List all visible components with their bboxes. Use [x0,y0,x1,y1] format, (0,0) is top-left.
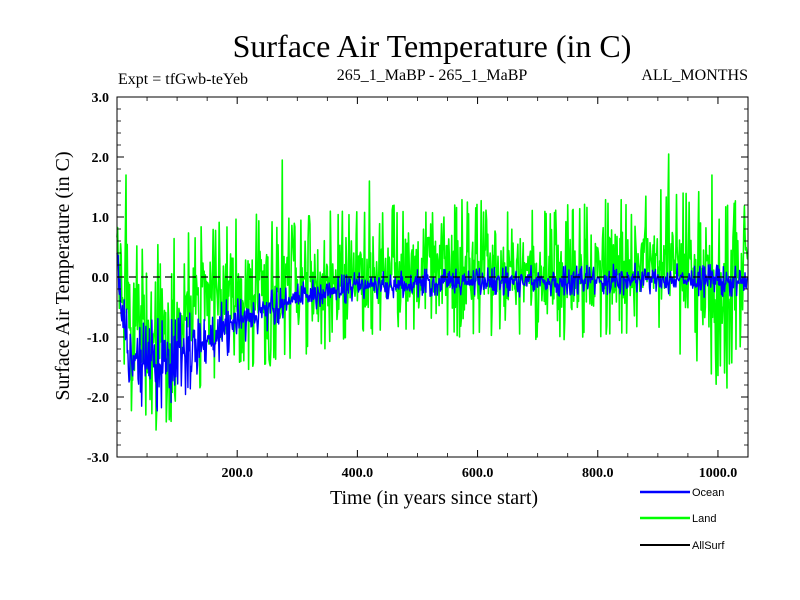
y-tick-label: 2.0 [92,151,110,166]
y-tick-label: -2.0 [87,391,109,406]
legend-label-land: Land [692,513,716,525]
x-tick-label: 1000.0 [699,466,738,481]
x-tick-label: 200.0 [221,466,253,481]
x-tick-label: 800.0 [582,466,614,481]
y-tick-label: -1.0 [87,331,109,346]
x-tick-label: 400.0 [342,466,374,481]
legend-label-allsurf: AllSurf [692,540,725,552]
y-tick-label: 1.0 [92,211,110,226]
axes-layer: -3.0 -2.0 -1.0 0.0 1.0 2.0 3.0 200.0 400.0 600.0 8… [87,91,749,481]
legend: Ocean Land AllSurf [640,487,725,552]
chart-title: Surface Air Temperature (in C) [233,28,632,64]
x-axis-label: Time (in years since start) [330,487,538,509]
chart-subtitle-center: 265_1_MaBP - 265_1_MaBP [337,67,528,84]
y-tick-label: 3.0 [92,91,110,106]
y-tick-label: 0.0 [92,271,110,286]
y-axis-label: Surface Air Temperature (in C) [52,151,74,400]
legend-label-ocean: Ocean [692,487,724,499]
plot-data-layer [116,153,749,431]
chart-subtitle-left: Expt = tfGwb-teYeb [118,71,248,88]
chart-subtitle-right: ALL_MONTHS [641,67,748,84]
y-tick-label: -3.0 [87,451,109,466]
series-ocean-line [116,253,749,412]
x-tick-label: 600.0 [462,466,494,481]
